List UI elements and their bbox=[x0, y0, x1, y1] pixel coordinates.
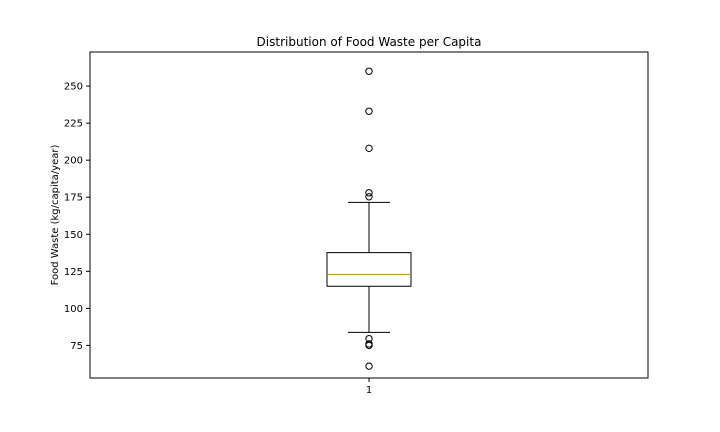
outlier-point bbox=[365, 362, 373, 370]
x-tick-label: 1 bbox=[366, 385, 372, 396]
y-tick-label: 125 bbox=[64, 267, 83, 278]
y-tick-label: 250 bbox=[64, 82, 83, 93]
plot-area: 75 100 125 150 175 200 225 250 1 bbox=[64, 67, 412, 396]
y-tick-label: 175 bbox=[64, 193, 83, 204]
y-tick-label: 200 bbox=[64, 156, 83, 167]
y-tick-label: 100 bbox=[64, 304, 83, 315]
outlier-point bbox=[365, 341, 373, 350]
outlier-point bbox=[365, 107, 373, 115]
y-tick-label: 225 bbox=[64, 119, 83, 130]
plot-frame bbox=[89, 51, 649, 379]
y-tick-label: 75 bbox=[70, 341, 83, 352]
outlier-point bbox=[365, 67, 373, 75]
outlier-point bbox=[365, 189, 373, 197]
chart-title: Distribution of Food Waste per Capita bbox=[257, 35, 482, 49]
outlier-point bbox=[365, 144, 373, 153]
outlier-point bbox=[365, 193, 373, 201]
box-iqr bbox=[326, 252, 412, 287]
y-tick-label: 150 bbox=[64, 230, 83, 241]
y-axis-label: Food Waste (kg/capita/year) bbox=[50, 145, 61, 286]
